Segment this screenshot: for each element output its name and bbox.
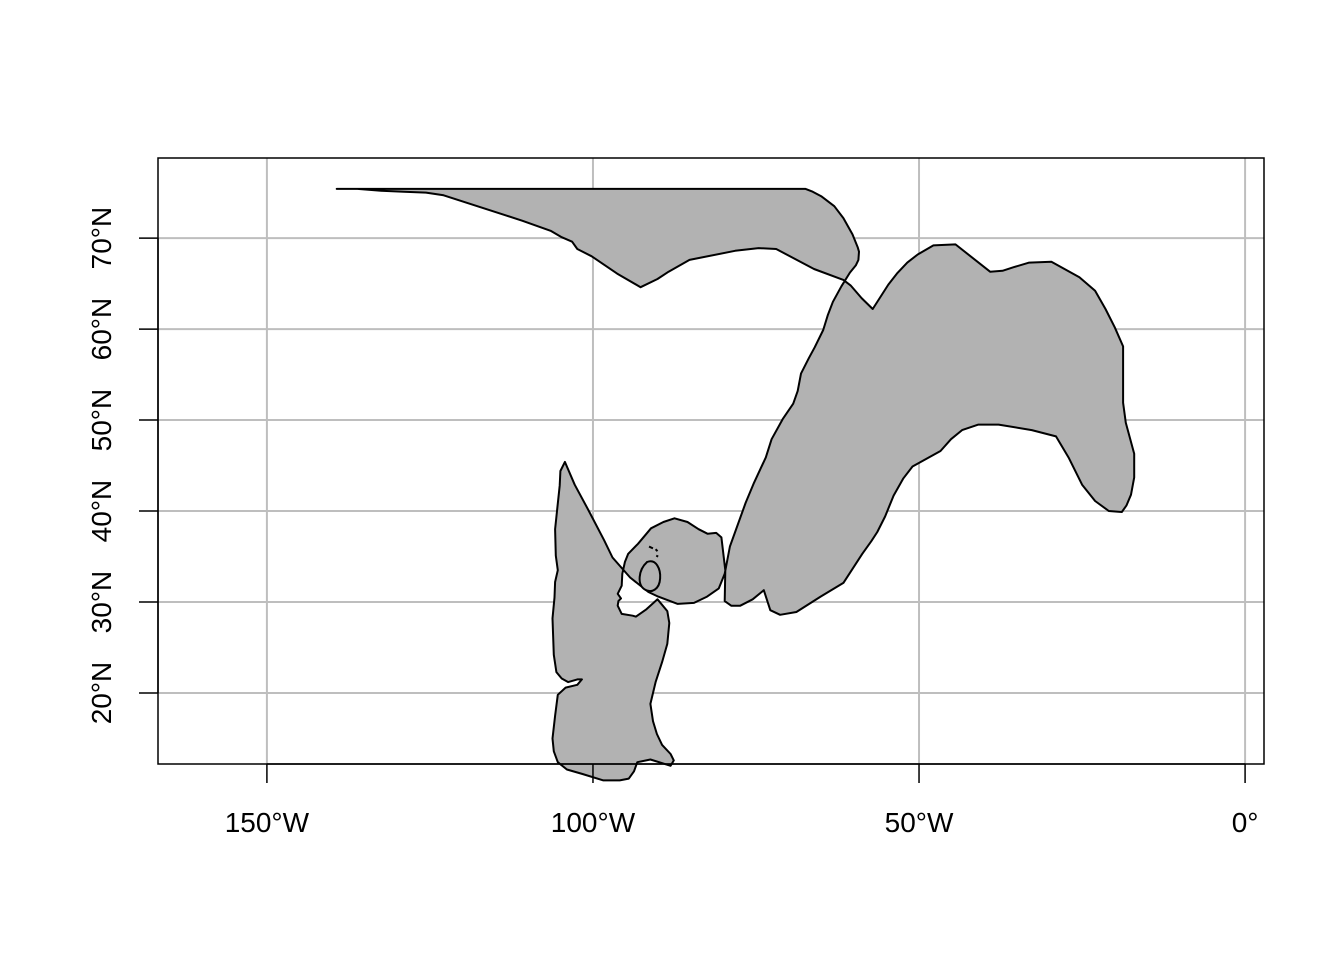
islet [655,554,659,558]
islet [654,548,659,552]
land-polygon [335,187,1136,782]
land-region [335,187,1136,782]
x-tick-label: 100°W [551,807,636,838]
y-tick-label: 60°N [86,298,117,361]
islet [648,545,654,550]
y-tick-label: 50°N [86,389,117,452]
island-inlet [638,560,662,593]
x-axis: 150°W 100°W 50°W 0° [225,763,1259,838]
y-tick-label: 40°N [86,480,117,543]
x-tick-label: 150°W [225,807,310,838]
y-tick-label: 30°N [86,571,117,634]
x-tick-label: 0° [1232,807,1259,838]
y-tick-label: 70°N [86,207,117,270]
y-tick-label: 20°N [86,662,117,725]
x-tick-label: 50°W [885,807,954,838]
y-axis: 20°N 30°N 40°N 50°N 60°N 70°N [86,207,159,725]
